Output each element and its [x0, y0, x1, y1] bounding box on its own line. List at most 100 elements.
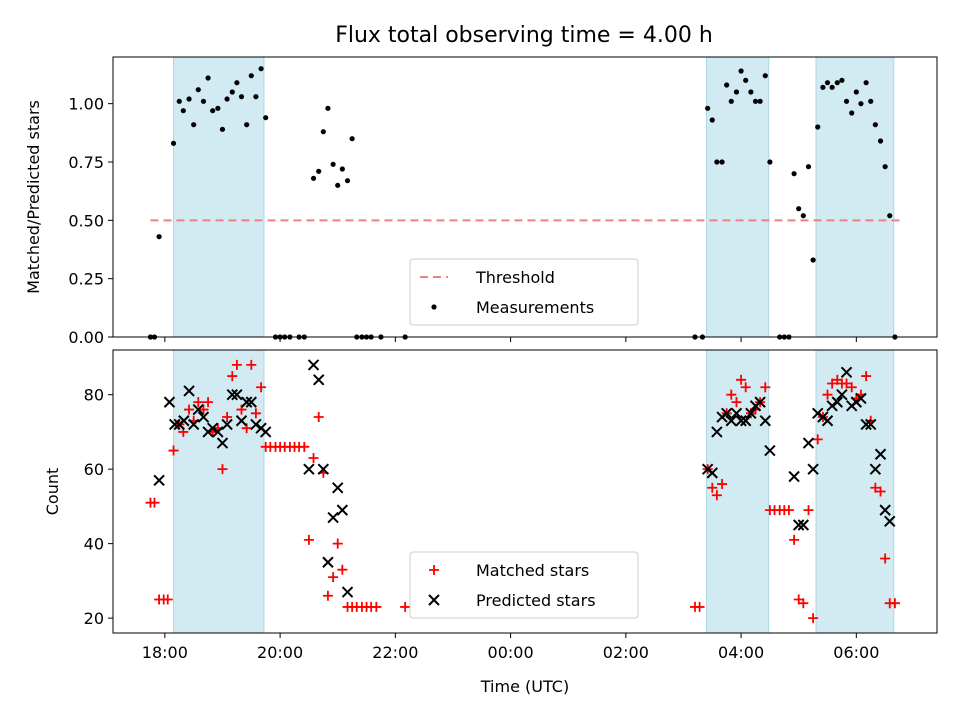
matched-star-point — [303, 534, 314, 545]
predicted-star-point — [221, 418, 233, 431]
matched-star-point — [308, 452, 319, 463]
measurement-point — [815, 124, 821, 130]
matched-star-point — [783, 505, 794, 516]
measurement-point — [805, 164, 812, 170]
legend-matched-key — [429, 565, 439, 575]
predicted-star-point — [212, 426, 224, 438]
y-tick-label: 20 — [84, 609, 104, 628]
matched-star-point — [332, 538, 343, 549]
x-tick-label: 04:00 — [718, 643, 764, 662]
matched-star-point — [740, 382, 751, 393]
measurement-point — [156, 234, 162, 240]
y-tick-label: 60 — [84, 460, 104, 479]
predicted-star-point — [860, 418, 872, 431]
measurement-point — [705, 105, 711, 111]
legend: Threshold Measurements — [409, 258, 639, 326]
matched-star-point — [822, 389, 833, 400]
predicted-star-point — [879, 504, 891, 516]
predicted-star-point — [869, 463, 882, 475]
matched-star-point — [250, 408, 261, 419]
measurement-point — [877, 138, 884, 144]
predicted-star-point — [735, 415, 747, 427]
legend-box — [409, 258, 639, 326]
measurement-point — [724, 82, 730, 88]
matched-star-point — [711, 490, 722, 501]
predicted-star-point — [163, 396, 176, 408]
predicted-star-point — [197, 411, 210, 423]
matched-star-point — [162, 594, 173, 605]
matched-star-point — [717, 479, 728, 490]
matched-star-point — [812, 434, 823, 445]
predicted-star-point — [754, 396, 766, 408]
legend: Matched stars Predicted stars — [409, 551, 639, 619]
legend-label: Predicted stars — [476, 591, 596, 610]
matched-star-point — [789, 534, 800, 545]
predicted-star-point — [336, 504, 349, 516]
matched-star-point — [193, 397, 204, 408]
predicted-star-point — [720, 407, 733, 420]
matched-star-point — [798, 598, 809, 609]
y-tick-label: 80 — [84, 386, 104, 405]
matched-star-point — [337, 564, 348, 575]
matched-star-point — [231, 359, 242, 370]
legend-box — [409, 551, 639, 619]
shaded-interval — [173, 56, 265, 338]
axes-frame — [112, 56, 938, 338]
predicted-star-point — [327, 511, 339, 524]
matched-star-point — [256, 382, 267, 393]
matched-star-point — [861, 371, 872, 382]
y-tick-label: 40 — [84, 535, 104, 554]
measurement-point — [882, 164, 888, 170]
x-tick-label: 20:00 — [257, 643, 303, 662]
x-tick-label: 18:00 — [142, 643, 188, 662]
matched-star-point — [726, 389, 737, 400]
y-axis-label: Matched/Predicted stars — [24, 100, 43, 294]
measurement-point — [829, 84, 835, 90]
predicted-star-point — [341, 586, 354, 598]
measurement-point — [191, 122, 197, 128]
measurement-point — [349, 136, 355, 142]
measurement-point — [767, 159, 773, 165]
matched-star-point — [694, 601, 705, 612]
predicted-star-point — [706, 467, 718, 479]
x-tick-label: 02:00 — [603, 643, 649, 662]
measurement-point — [824, 80, 831, 86]
predicted-star-point — [231, 388, 243, 401]
measurement-point — [757, 98, 763, 104]
measurement-point — [180, 108, 186, 114]
measurement-point — [310, 175, 317, 181]
measurement-point — [229, 89, 235, 95]
measurement-point — [224, 96, 230, 102]
measurement-point — [887, 213, 893, 219]
shaded-interval — [173, 349, 265, 634]
measurement-point — [263, 115, 269, 121]
legend-label: Matched stars — [476, 561, 589, 580]
measurement-point — [800, 213, 806, 219]
predicted-star-point — [711, 426, 723, 438]
predicted-star-point — [303, 463, 315, 475]
measurement-point — [258, 66, 264, 72]
measurement-point — [253, 94, 259, 100]
measurement-point — [762, 73, 768, 79]
measurement-point — [709, 117, 715, 123]
matched-star-point — [808, 613, 819, 624]
matched-star-point — [203, 397, 214, 408]
predicted-star-point — [168, 418, 181, 431]
predicted-star-point — [874, 448, 887, 460]
measurement-point — [872, 122, 878, 128]
matched-star-point — [760, 382, 771, 393]
measurement-point — [195, 87, 201, 93]
predicted-star-point — [322, 556, 334, 568]
predicted-star-point — [884, 515, 896, 527]
predicted-star-point — [226, 388, 238, 401]
matched-star-point — [222, 412, 233, 423]
predicted-star-point — [187, 418, 200, 431]
shaded-interval — [706, 349, 770, 634]
measurement-point — [170, 140, 177, 146]
measurement-point — [344, 178, 351, 184]
predicted-star-point — [183, 385, 195, 397]
matched-star-point — [246, 359, 257, 370]
measurement-point — [330, 161, 336, 167]
predicted-star-point — [792, 519, 805, 531]
measurement-point — [791, 171, 797, 177]
